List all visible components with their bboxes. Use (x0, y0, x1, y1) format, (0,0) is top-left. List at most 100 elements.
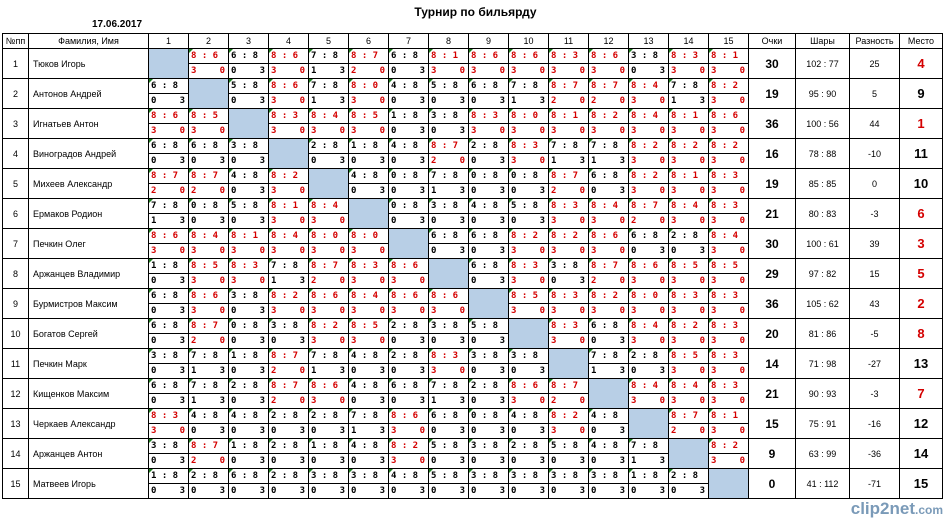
game-points-left: 0 (231, 486, 237, 496)
comment-marker-icon (589, 409, 593, 413)
cell-divider (629, 243, 668, 244)
comment-marker-icon (309, 109, 313, 113)
game-points-left: 3 (351, 246, 357, 256)
game-score: 8 : 1 (711, 51, 739, 61)
cell-divider (669, 123, 708, 124)
game-score: 4 : 8 (191, 411, 219, 421)
player-balls: 75 : 91 (795, 408, 850, 439)
game-score: 7 : 8 (551, 141, 579, 151)
game-points-right: 0 (579, 126, 585, 136)
game-points-right: 0 (739, 336, 745, 346)
game-points-left: 0 (351, 456, 357, 466)
cell-divider (349, 393, 388, 394)
cell-divider (269, 123, 308, 124)
game-points-right: 0 (739, 396, 745, 406)
cell-divider (309, 123, 348, 124)
cell-divider (189, 423, 228, 424)
cell-divider (309, 393, 348, 394)
game-points-right: 0 (219, 186, 225, 196)
game-points-right: 3 (459, 126, 465, 136)
cell-divider (429, 423, 468, 424)
game-score: 6 : 8 (471, 231, 499, 241)
game-points-right: 3 (339, 426, 345, 436)
comment-marker-icon (509, 79, 513, 83)
cell-divider (149, 273, 188, 274)
game-points-left: 0 (511, 426, 517, 436)
cell-divider (549, 483, 588, 484)
comment-marker-icon (269, 109, 273, 113)
comment-marker-icon (149, 289, 153, 293)
comment-marker-icon (349, 109, 353, 113)
comment-marker-icon (629, 319, 633, 323)
game-points-left: 3 (551, 426, 557, 436)
game-points-right: 0 (579, 246, 585, 256)
game-points-right: 0 (579, 336, 585, 346)
game-cell: 4 : 8 0 3 (588, 408, 629, 439)
game-points-right: 0 (579, 186, 585, 196)
game-points-left: 0 (551, 276, 557, 286)
game-points-right: 3 (379, 366, 385, 376)
game-points-right: 3 (379, 396, 385, 406)
game-score: 6 : 8 (471, 261, 499, 271)
game-score: 8 : 1 (431, 51, 459, 61)
game-cell: 6 : 8 0 3 (228, 468, 269, 499)
game-cell: 8 : 4 3 0 (628, 378, 669, 409)
game-points-left: 3 (671, 186, 677, 196)
cell-divider (549, 63, 588, 64)
game-points-right: 0 (739, 306, 745, 316)
game-points-right: 0 (699, 396, 705, 406)
game-points-left: 2 (551, 396, 557, 406)
comment-marker-icon (429, 169, 433, 173)
player-number: 14 (2, 438, 29, 469)
game-score: 0 : 8 (471, 171, 499, 181)
game-points-right: 0 (539, 276, 545, 286)
cell-divider (629, 483, 668, 484)
game-score: 3 : 8 (431, 111, 459, 121)
cell-divider (229, 273, 268, 274)
player-place: 13 (899, 348, 943, 379)
game-points-right: 0 (299, 366, 305, 376)
game-points-right: 0 (299, 246, 305, 256)
game-cell: 8 : 7 2 0 (588, 78, 629, 109)
game-score: 4 : 8 (351, 171, 379, 181)
game-points-left: 0 (471, 366, 477, 376)
game-points-right: 3 (699, 96, 705, 106)
cell-divider (269, 423, 308, 424)
cell-divider (549, 123, 588, 124)
player-points: 21 (748, 378, 796, 409)
game-points-left: 0 (591, 486, 597, 496)
comment-marker-icon (509, 289, 513, 293)
game-score: 4 : 8 (391, 471, 419, 481)
cell-divider (269, 393, 308, 394)
comment-marker-icon (189, 319, 193, 323)
comment-marker-icon (709, 319, 713, 323)
game-cell: 1 : 8 0 3 (228, 438, 269, 469)
game-score: 3 : 8 (471, 441, 499, 451)
game-points-left: 1 (511, 96, 517, 106)
game-score: 8 : 3 (151, 411, 179, 421)
header-game-9: 9 (468, 33, 509, 49)
comment-marker-icon (589, 469, 593, 473)
player-name: Печкин Марк (28, 348, 149, 379)
game-cell: 6 : 8 0 3 (468, 78, 509, 109)
player-name: Виноградов Андрей (28, 138, 149, 169)
cell-divider (549, 393, 588, 394)
cell-divider (429, 123, 468, 124)
game-score: 3 : 8 (231, 291, 259, 301)
game-score: 8 : 3 (711, 201, 739, 211)
comment-marker-icon (709, 379, 713, 383)
comment-marker-icon (389, 139, 393, 143)
game-points-left: 3 (271, 186, 277, 196)
game-cell: 7 : 8 1 3 (268, 258, 309, 289)
game-cell: 4 : 8 0 3 (348, 438, 389, 469)
player-diff: -27 (849, 348, 900, 379)
diagonal-cell (708, 468, 749, 499)
player-number: 10 (2, 318, 29, 349)
game-points-right: 3 (179, 96, 185, 106)
game-cell: 2 : 8 0 3 (228, 378, 269, 409)
game-score: 8 : 7 (551, 381, 579, 391)
comment-marker-icon (269, 79, 273, 83)
